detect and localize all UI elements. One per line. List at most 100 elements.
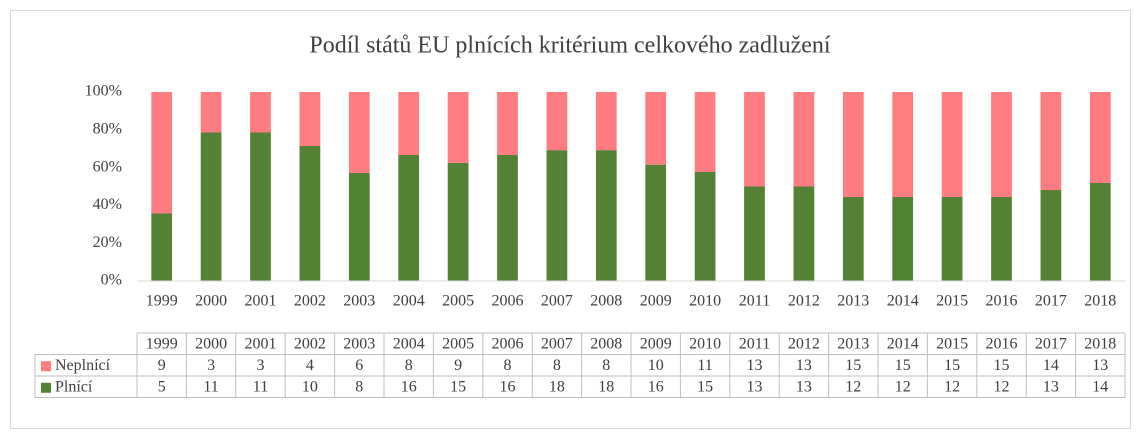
x-tick-label: 2000	[195, 293, 227, 310]
table-header: 2009	[640, 335, 672, 352]
legend-label: Plnící	[55, 378, 93, 395]
table-cell: 15	[895, 357, 911, 374]
table-cell: 5	[158, 378, 166, 395]
table-header: 2001	[245, 335, 277, 352]
x-tick-label: 2008	[590, 293, 622, 310]
x-tick-label: 2016	[986, 293, 1018, 310]
bar-segment	[250, 92, 271, 133]
table-cell: 13	[1043, 378, 1059, 395]
table-cell: 13	[796, 357, 812, 374]
table-header: 2006	[492, 335, 524, 352]
bar-segment	[744, 92, 765, 187]
table-cell: 4	[306, 357, 314, 374]
x-tick-label: 2004	[393, 293, 425, 310]
y-tick-label: 40%	[93, 196, 122, 213]
table-cell: 15	[450, 378, 466, 395]
bar-segment	[151, 92, 173, 214]
table-cell: 10	[648, 357, 664, 374]
bar-segment	[892, 92, 914, 197]
bar-segment	[793, 186, 815, 281]
table-cell: 13	[1092, 357, 1108, 374]
table-cell: 15	[944, 357, 960, 374]
table-header: 2003	[343, 335, 375, 352]
legend-swatch	[41, 382, 51, 393]
table-cell: 12	[944, 378, 960, 395]
legend-label: Neplnící	[55, 357, 111, 374]
table-header: 2015	[936, 335, 968, 352]
table-cell: 9	[454, 357, 462, 374]
table-header: 1999	[146, 335, 178, 352]
bar-segment	[892, 197, 914, 281]
bar-segment	[595, 92, 617, 151]
bar-segment	[398, 92, 420, 155]
x-tick-label: 2003	[343, 293, 375, 310]
x-tick-label: 2009	[640, 293, 672, 310]
table-cell: 13	[747, 357, 763, 374]
table-header: 2008	[590, 335, 622, 352]
chart-border	[10, 10, 1131, 429]
bar-segment	[200, 132, 222, 281]
table-header: 2004	[393, 335, 425, 352]
y-tick-label: 80%	[93, 120, 122, 137]
bar-segment	[497, 155, 518, 281]
bar-segment	[941, 197, 963, 281]
table-header: 2017	[1035, 335, 1067, 352]
table-cell: 13	[796, 378, 812, 395]
table-cell: 6	[355, 357, 363, 374]
table-header: 2005	[442, 335, 474, 352]
table-cell: 10	[302, 378, 318, 395]
x-tick-label: 2006	[492, 293, 524, 310]
bar-segment	[250, 132, 271, 281]
table-header: 2002	[294, 335, 326, 352]
table-header: 2000	[195, 335, 227, 352]
table-cell: 16	[401, 378, 417, 395]
bar-segment	[447, 162, 469, 281]
bar-segment	[497, 92, 518, 155]
bar-segment	[299, 92, 321, 146]
table-cell: 8	[602, 357, 610, 374]
table-header: 2014	[887, 335, 919, 352]
bar-segment	[1089, 92, 1111, 183]
x-tick-label: 2018	[1084, 293, 1116, 310]
bar-segment	[744, 186, 765, 281]
table-cell: 3	[207, 357, 215, 374]
legend-swatch	[41, 361, 51, 372]
table-cell: 8	[553, 357, 561, 374]
table-header: 2018	[1084, 335, 1116, 352]
bar-segment	[447, 92, 469, 163]
y-tick-label: 60%	[93, 158, 122, 175]
table-cell: 14	[1092, 378, 1108, 395]
x-tick-label: 2017	[1035, 293, 1067, 310]
x-tick-label: 2005	[442, 293, 474, 310]
table-cell: 8	[504, 357, 512, 374]
bar-segment	[546, 150, 568, 281]
bar-segment	[694, 171, 716, 281]
bar-segment	[348, 92, 370, 173]
table-header: 2013	[837, 335, 869, 352]
x-tick-label: 2002	[294, 293, 326, 310]
chart-title: Podíl států EU plnících kritérium celkov…	[309, 33, 831, 59]
bar-segment	[991, 92, 1012, 197]
table-header: 2011	[739, 335, 770, 352]
table-cell: 9	[158, 357, 166, 374]
table-cell: 18	[598, 378, 614, 395]
bar-segment	[694, 92, 716, 172]
table-cell: 13	[747, 378, 763, 395]
table-cell: 11	[253, 378, 268, 395]
y-tick-label: 0%	[101, 272, 122, 289]
x-tick-label: 2001	[245, 293, 277, 310]
table-cell: 18	[549, 378, 565, 395]
table-cell: 15	[845, 357, 861, 374]
table-cell: 16	[648, 378, 664, 395]
table-header: 2007	[541, 335, 573, 352]
bar-segment	[1040, 92, 1062, 190]
bar-segment	[793, 92, 815, 187]
table-cell: 8	[405, 357, 413, 374]
table-cell: 11	[697, 357, 712, 374]
table-header: 2012	[788, 335, 820, 352]
table-cell: 8	[355, 378, 363, 395]
bar-segment	[991, 197, 1012, 281]
bar-segment	[941, 92, 963, 197]
x-tick-label: 2013	[837, 293, 869, 310]
